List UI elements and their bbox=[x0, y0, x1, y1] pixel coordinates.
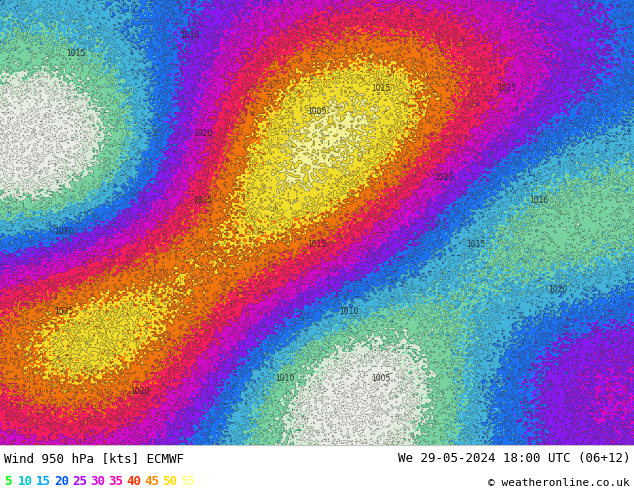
Text: 1020: 1020 bbox=[434, 173, 453, 182]
Text: 1030: 1030 bbox=[54, 227, 73, 236]
Text: 1016: 1016 bbox=[529, 196, 548, 205]
Text: 1010: 1010 bbox=[276, 374, 295, 383]
Text: 40: 40 bbox=[126, 475, 141, 488]
Text: © weatheronline.co.uk: © weatheronline.co.uk bbox=[488, 478, 630, 488]
Text: 1005: 1005 bbox=[307, 107, 327, 116]
Text: 55: 55 bbox=[180, 475, 195, 488]
Text: 15: 15 bbox=[36, 475, 51, 488]
Text: 1015: 1015 bbox=[371, 84, 390, 94]
Text: 1010: 1010 bbox=[181, 31, 200, 40]
Text: We 29-05-2024 18:00 UTC (06+12): We 29-05-2024 18:00 UTC (06+12) bbox=[398, 452, 630, 465]
Text: 1020: 1020 bbox=[548, 285, 567, 294]
Text: 1015: 1015 bbox=[67, 49, 86, 58]
Text: 10: 10 bbox=[18, 475, 33, 488]
Text: 1035: 1035 bbox=[54, 307, 73, 316]
Text: 50: 50 bbox=[162, 475, 177, 488]
Text: 1025: 1025 bbox=[498, 84, 517, 94]
Text: Wind 950 hPa [kts] ECMWF: Wind 950 hPa [kts] ECMWF bbox=[4, 452, 184, 465]
Text: 30: 30 bbox=[90, 475, 105, 488]
Text: 45: 45 bbox=[144, 475, 159, 488]
Text: 1020: 1020 bbox=[193, 129, 212, 138]
Text: 25: 25 bbox=[72, 475, 87, 488]
Text: 1015: 1015 bbox=[466, 240, 485, 249]
Text: 1025: 1025 bbox=[193, 196, 212, 205]
Text: 60: 60 bbox=[198, 475, 213, 488]
Text: 1005: 1005 bbox=[371, 374, 390, 383]
Text: 35: 35 bbox=[108, 475, 123, 488]
Text: 20: 20 bbox=[54, 475, 69, 488]
Text: 5: 5 bbox=[4, 475, 11, 488]
Text: 1015: 1015 bbox=[307, 240, 327, 249]
Text: 1020: 1020 bbox=[130, 387, 149, 396]
Text: 1010: 1010 bbox=[339, 307, 358, 316]
